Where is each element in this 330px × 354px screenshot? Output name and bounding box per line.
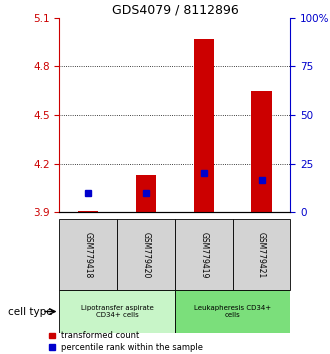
Title: GDS4079 / 8112896: GDS4079 / 8112896	[112, 4, 238, 17]
Bar	[59, 219, 117, 290]
Text: GSM779421: GSM779421	[257, 232, 266, 278]
Legend: transformed count, percentile rank within the sample: transformed count, percentile rank withi…	[47, 330, 205, 354]
Bar	[117, 219, 175, 290]
Bar	[251, 91, 272, 212]
Bar	[59, 290, 175, 333]
Text: GSM779418: GSM779418	[84, 232, 93, 278]
Bar	[194, 39, 214, 212]
Text: GSM779419: GSM779419	[199, 232, 208, 278]
Bar	[175, 290, 290, 333]
Bar	[233, 219, 290, 290]
Text: Lipotransfer aspirate
CD34+ cells: Lipotransfer aspirate CD34+ cells	[81, 305, 153, 318]
Text: Leukapheresis CD34+
cells: Leukapheresis CD34+ cells	[194, 305, 271, 318]
Bar	[175, 219, 233, 290]
Bar	[136, 175, 156, 212]
Bar	[78, 211, 98, 212]
Text: GSM779420: GSM779420	[142, 232, 150, 278]
Text: cell type: cell type	[8, 307, 53, 316]
